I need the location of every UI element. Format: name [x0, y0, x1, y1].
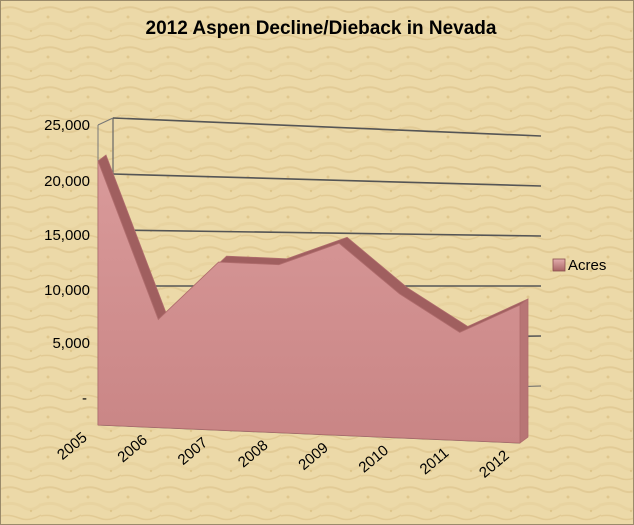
y-tick-label: 15,000: [44, 227, 90, 244]
gridline-20000: [112, 173, 542, 187]
legend: Acres: [552, 257, 606, 274]
y-tick-label: 20,000: [44, 173, 90, 190]
gridline-25000: [112, 117, 542, 137]
y-tick-label: 5,000: [52, 335, 90, 352]
y-tick-label: -: [82, 390, 87, 407]
axis-corner-top: [97, 117, 114, 126]
legend-swatch: [552, 258, 566, 272]
area-front-face: [97, 160, 521, 444]
area-side-face: [519, 298, 529, 444]
gridline-15000: [112, 229, 542, 237]
legend-label: Acres: [568, 257, 606, 274]
chart-title: 2012 Aspen Decline/Dieback in Nevada: [146, 18, 497, 39]
area-series: [97, 154, 529, 444]
y-tick-label: 25,000: [44, 117, 90, 134]
y-axis-ticks: - 5,000 10,000 15,000 20,000 25,000: [44, 117, 90, 407]
y-tick-label: 10,000: [44, 282, 90, 299]
